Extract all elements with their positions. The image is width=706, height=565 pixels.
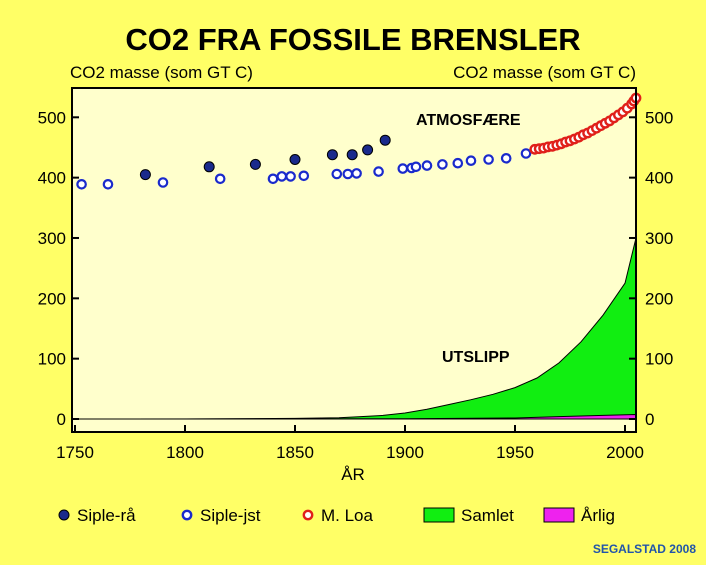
annotation-utslipp: UTSLIPP xyxy=(442,349,510,366)
point-siple-jst-21 xyxy=(520,148,532,159)
legend-label-siple-r-: Siple-rå xyxy=(77,506,136,525)
point-siple-r--4 xyxy=(326,149,338,161)
point-siple-jst-19 xyxy=(483,154,494,165)
legend-marker--rlig xyxy=(543,507,575,523)
legend-marker-samlet xyxy=(423,507,455,523)
y-tick-label-left-500: 500 xyxy=(38,108,66,127)
point-siple-r--3 xyxy=(289,154,301,165)
legend-marker-siple-jst xyxy=(181,509,193,521)
x-tick-label-1900: 1900 xyxy=(386,443,424,462)
points-layer xyxy=(76,92,642,190)
annotation-atmosfaere: ATMOSFÆRE xyxy=(416,112,521,129)
legend-marker-m-loa xyxy=(302,509,314,521)
x-tick-label-1750: 1750 xyxy=(56,443,94,462)
point-siple-jst-15 xyxy=(421,160,433,171)
y-tick-label-left-300: 300 xyxy=(38,229,66,248)
point-siple-jst-8 xyxy=(331,168,343,180)
x-tick-label-1950: 1950 xyxy=(496,443,534,462)
point-siple-jst-4 xyxy=(267,173,279,185)
point-siple-r--5 xyxy=(346,149,358,161)
point-siple-jst-16 xyxy=(437,159,448,170)
axis-ticks xyxy=(72,116,636,432)
point-siple-r--1 xyxy=(203,161,215,173)
x-tick-label-2000: 2000 xyxy=(606,443,644,462)
point-siple-jst-7 xyxy=(298,170,310,182)
y-tick-label-right-500: 500 xyxy=(645,108,673,127)
y-axis-label-right: CO2 masse (som GT C) xyxy=(453,63,636,82)
y-tick-label-left-400: 400 xyxy=(38,169,66,188)
legend-marker-siple-r- xyxy=(58,509,70,521)
y-tick-label-left-100: 100 xyxy=(38,350,66,369)
point-siple-jst-12 xyxy=(397,163,409,174)
y-tick-label-right-100: 100 xyxy=(645,350,673,369)
area-samlet xyxy=(75,237,637,420)
point-siple-jst-1 xyxy=(102,179,114,190)
y-tick-label-right-400: 400 xyxy=(645,169,673,188)
legend-label--rlig: Årlig xyxy=(581,506,615,525)
y-tick-label-left-0: 0 xyxy=(57,410,66,429)
point-siple-r--7 xyxy=(379,134,391,146)
point-siple-jst-5 xyxy=(276,171,288,182)
point-siple-jst-0 xyxy=(76,179,87,190)
point-siple-jst-14 xyxy=(410,161,422,173)
point-siple-r--2 xyxy=(249,158,261,170)
point-siple-jst-20 xyxy=(500,153,512,164)
y-tick-label-right-200: 200 xyxy=(645,289,673,308)
x-tick-label-1800: 1800 xyxy=(166,443,204,462)
credit-text: SEGALSTAD 2008 xyxy=(593,542,696,556)
point-siple-jst-18 xyxy=(465,155,477,166)
point-siple-r--6 xyxy=(362,144,374,156)
legend-label-m-loa: M. Loa xyxy=(321,506,374,525)
legend: Siple-rå Siple-jst M. Loa Samlet Årlig xyxy=(58,506,615,525)
legend-label-siple-jst: Siple-jst xyxy=(200,506,261,525)
y-tick-label-right-0: 0 xyxy=(645,410,654,429)
x-tick-labels: 1750 1800 1850 1900 1950 2000 xyxy=(56,443,644,462)
point-siple-r--0 xyxy=(139,169,151,181)
y-tick-label-right-300: 300 xyxy=(645,229,673,248)
point-siple-jst-11 xyxy=(373,166,384,177)
plot-frame xyxy=(71,87,637,433)
point-siple-jst-9 xyxy=(342,168,354,180)
y-tick-labels: 0 0 100 100 200 200 300 300 400 400 500 500 xyxy=(38,108,674,429)
y-tick-label-left-200: 200 xyxy=(38,289,66,308)
chart-title: CO2 FRA FOSSILE BRENSLER xyxy=(125,22,580,57)
y-axis-label-left: CO2 masse (som GT C) xyxy=(70,63,253,82)
x-axis-label: ÅR xyxy=(341,465,365,484)
point-siple-jst-17 xyxy=(452,157,464,169)
point-siple-jst-2 xyxy=(157,177,169,188)
point-siple-jst-6 xyxy=(285,171,296,182)
point-siple-jst-10 xyxy=(351,168,362,179)
legend-label-samlet: Samlet xyxy=(461,506,514,525)
x-tick-label-1850: 1850 xyxy=(276,443,314,462)
point-siple-jst-3 xyxy=(214,173,226,185)
